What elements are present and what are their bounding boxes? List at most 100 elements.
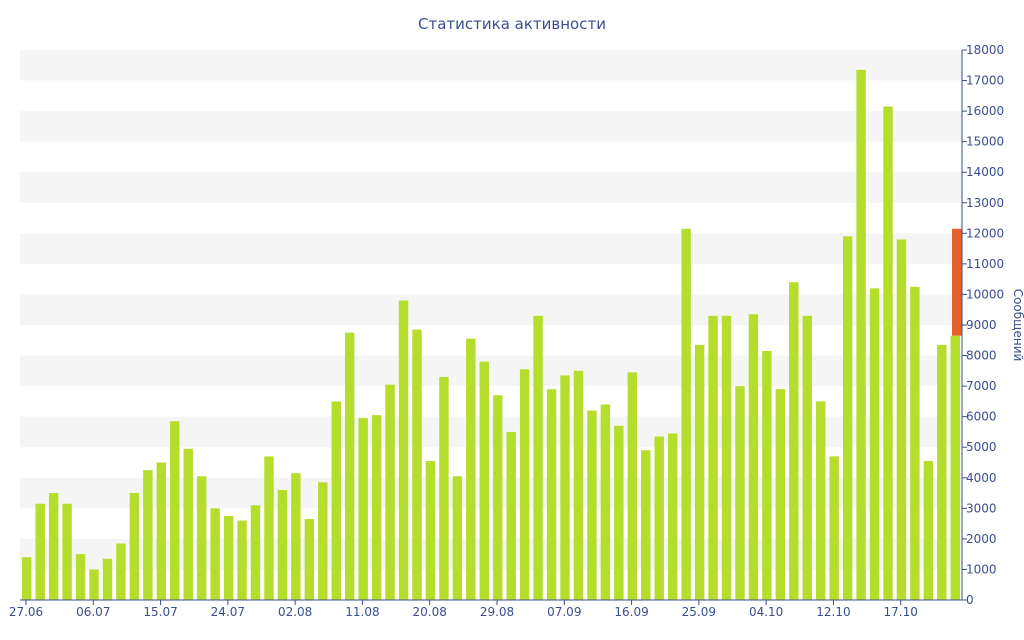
x-tick-label: 15.07 — [143, 605, 177, 619]
y-tick-label: 14000 — [966, 165, 1004, 179]
bar — [62, 503, 72, 600]
bar — [318, 482, 328, 600]
bar — [102, 558, 113, 600]
y-tick-label: 15000 — [966, 135, 1004, 149]
bar — [425, 460, 436, 600]
y-tick-label: 5000 — [966, 440, 997, 454]
bar — [250, 505, 261, 600]
bar — [694, 344, 705, 600]
bar — [667, 433, 678, 600]
x-tick-label: 25.09 — [682, 605, 716, 619]
bar — [533, 315, 543, 600]
y-tick-label: 0 — [966, 593, 974, 607]
x-tick-label: 27.06 — [9, 605, 43, 619]
y-tick-label: 17000 — [966, 74, 1004, 88]
bar — [614, 425, 624, 600]
y-tick-label: 16000 — [966, 104, 1004, 118]
y-tick-label: 4000 — [966, 471, 997, 485]
chart-title: Статистика активности — [418, 15, 606, 33]
bar — [560, 375, 570, 600]
x-tick-label: 17.10 — [884, 605, 918, 619]
x-tick-label: 20.08 — [413, 605, 447, 619]
y-tick-label: 7000 — [966, 379, 997, 393]
bar — [75, 554, 86, 600]
y-tick-label: 2000 — [966, 532, 997, 546]
x-tick-label: 04.10 — [749, 605, 783, 619]
bar — [358, 418, 368, 600]
bar — [775, 389, 786, 600]
bar — [170, 421, 180, 600]
bar — [493, 395, 503, 600]
y-tick-label: 10000 — [966, 287, 1004, 301]
grid-band — [20, 111, 962, 142]
bar — [869, 288, 880, 600]
y-tick-label: 1000 — [966, 562, 997, 576]
y-tick-label: 8000 — [966, 349, 997, 363]
bar — [815, 401, 826, 600]
y-tick-label: 6000 — [966, 410, 997, 424]
y-tick-label: 3000 — [966, 501, 997, 515]
bar — [452, 476, 463, 600]
bar — [48, 493, 59, 600]
bar — [183, 448, 193, 600]
bar — [35, 503, 45, 600]
grid-band — [20, 355, 962, 387]
bar — [264, 456, 274, 600]
bar — [937, 344, 947, 600]
bar — [842, 236, 853, 600]
x-tick-label: 02.08 — [278, 605, 312, 619]
bar — [573, 370, 584, 600]
y-tick-label: 18000 — [966, 43, 1004, 57]
bar — [371, 415, 382, 600]
bar — [519, 369, 530, 600]
bar — [896, 239, 907, 600]
x-tick-label: 07.09 — [547, 605, 581, 619]
grid-band — [20, 233, 962, 264]
bar — [398, 300, 409, 600]
bar — [304, 519, 315, 600]
bar — [587, 410, 597, 600]
bar — [291, 473, 301, 600]
bar — [506, 431, 516, 600]
bar — [156, 462, 167, 600]
bar — [439, 376, 449, 600]
bar — [789, 282, 799, 600]
x-tick-label: 29.08 — [480, 605, 514, 619]
bar — [479, 361, 489, 600]
bar — [748, 314, 759, 600]
bar — [546, 389, 557, 600]
bar — [762, 350, 772, 600]
bar — [237, 520, 247, 600]
bar — [223, 515, 234, 600]
y-tick-label: 13000 — [966, 196, 1004, 210]
y-tick-label: 12000 — [966, 226, 1004, 240]
bar — [802, 315, 812, 600]
highlight-range — [952, 228, 962, 336]
bar — [708, 315, 718, 600]
x-tick-label: 06.07 — [76, 605, 110, 619]
bar — [196, 476, 207, 600]
bar — [116, 543, 126, 600]
y-ticks: 0 1000 2000 3000 4000 5000 6000 7000 8000 9000 100… — [962, 43, 1004, 607]
x-tick-label: 16.09 — [614, 605, 648, 619]
bar — [883, 106, 893, 600]
bar — [412, 329, 422, 600]
bar — [735, 386, 745, 600]
bar — [89, 569, 99, 600]
bar — [856, 69, 866, 601]
bar — [331, 401, 341, 600]
x-tick-label: 24.07 — [211, 605, 245, 619]
bar — [950, 335, 960, 600]
bar — [654, 436, 664, 600]
bar — [22, 557, 32, 600]
bar — [681, 228, 691, 600]
bar — [277, 490, 288, 600]
bar — [923, 460, 934, 600]
bar — [143, 470, 153, 600]
y-tick-label: 9000 — [966, 318, 997, 332]
bar — [641, 450, 651, 600]
bar — [721, 315, 732, 600]
grid-band — [20, 172, 962, 203]
bar — [466, 338, 476, 600]
